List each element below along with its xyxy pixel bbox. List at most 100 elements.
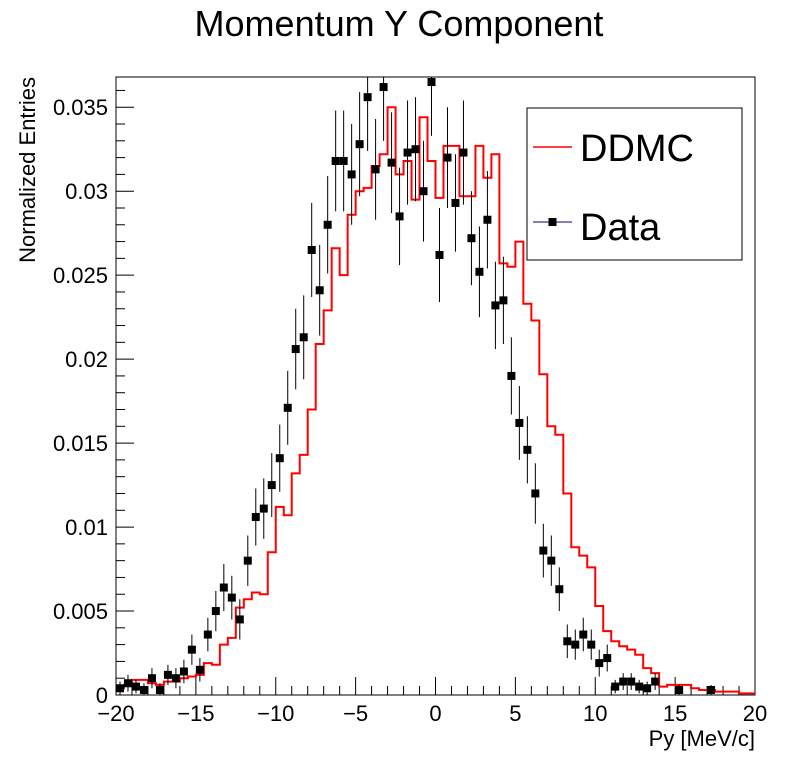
data-marker [419,187,428,196]
data-point [555,567,564,612]
data-marker [187,645,196,654]
data-marker [611,682,620,691]
data-marker [387,158,396,167]
data-point [643,681,652,695]
data-marker [211,607,220,616]
data-marker [523,445,532,454]
data-marker [619,677,628,686]
data-point [387,112,396,214]
data-marker [195,665,204,674]
data-point [291,308,300,390]
data-point [235,599,244,640]
data-point [579,617,588,652]
data-points [115,77,716,695]
y-tick-label: 0.01 [65,515,108,540]
data-marker [467,234,476,243]
data-point [195,658,204,682]
data-point [403,100,412,205]
data-marker [283,403,292,412]
data-marker [275,454,284,463]
data-marker [475,267,484,276]
data-point [651,673,660,690]
data-marker [531,489,540,498]
data-marker [227,593,236,602]
legend-data-label: Data [580,207,661,249]
data-marker [251,512,260,521]
data-point [267,453,276,517]
data-marker [579,630,588,639]
data-marker [243,556,252,565]
data-point [603,644,612,672]
data-point [515,386,524,460]
data-point [379,77,388,141]
data-point [619,673,628,690]
x-tick-label: 10 [583,701,607,726]
y-tick-label: 0 [96,683,108,708]
data-marker [707,685,716,694]
data-point [587,629,596,660]
data-point [355,92,364,197]
data-marker [395,212,404,221]
data-marker [203,630,212,639]
data-point [123,674,132,692]
data-point [331,110,340,212]
data-marker [403,148,412,157]
data-marker [499,296,508,305]
y-tick-label: 0.03 [65,179,108,204]
legend-data-marker [548,218,557,226]
x-tick-labels: −20 −15 −10 −5 0 5 10 15 20 [97,701,767,726]
data-point [323,176,332,274]
legend-box [526,107,743,261]
data-marker [563,637,572,646]
data-marker [635,682,644,691]
data-marker [299,333,308,342]
data-point [451,154,460,252]
data-point [251,488,260,546]
data-marker [459,148,468,157]
x-tick-label: 5 [509,701,521,726]
data-point [179,659,188,684]
data-point [595,649,604,677]
data-point [227,575,236,620]
data-point [507,337,516,415]
x-tick-label: −5 [343,701,368,726]
data-point [283,370,292,445]
data-marker [355,140,364,149]
data-point [539,523,548,578]
data-marker [131,682,140,691]
data-point [499,256,508,345]
data-marker [139,685,148,694]
data-marker [235,615,244,624]
data-point [675,684,684,695]
chart-title: Momentum Y Component [195,3,604,44]
data-point [635,679,644,694]
data-marker [443,153,452,162]
data-point [275,424,284,492]
data-point [547,535,556,586]
data-marker [379,83,388,92]
data-marker [259,504,268,513]
data-marker [163,670,172,679]
x-tick-label: −10 [257,701,294,726]
data-marker [171,674,180,683]
data-marker [603,654,612,663]
data-point [163,664,172,685]
data-point [531,463,540,524]
data-marker [491,301,500,310]
data-point [307,202,316,297]
data-marker [339,156,348,165]
data-marker [539,546,548,555]
data-point [395,167,404,266]
data-point [427,77,436,136]
data-point [571,629,580,660]
data-point [339,110,348,212]
data-point [243,535,252,586]
data-point [347,124,356,225]
data-point [219,564,228,612]
data-point [483,171,492,269]
y-tick-label: 0.025 [53,263,108,288]
data-marker [115,684,124,693]
y-axis-label: Normalized Entries [15,77,40,263]
data-marker [507,371,516,380]
